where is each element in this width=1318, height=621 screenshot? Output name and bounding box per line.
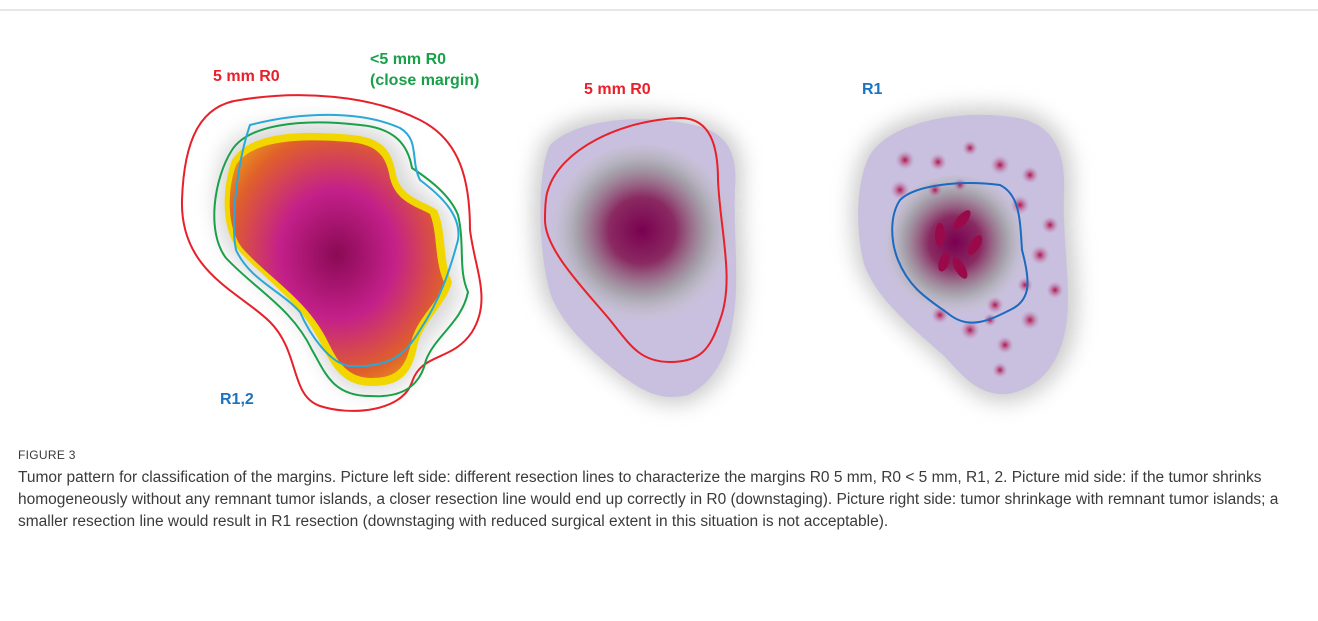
label-close-note: (close margin) <box>370 72 479 89</box>
tumor-remnant <box>547 145 737 335</box>
page: 5 mm R0 <5 mm R0 (close margin) R1,2 5 m… <box>0 0 1318 621</box>
right-panel: R1 <box>852 81 1077 402</box>
label-r1-2: R1,2 <box>220 391 254 408</box>
label-r0: 5 mm R0 <box>584 81 651 98</box>
left-panel: 5 mm R0 <5 mm R0 (close margin) R1,2 <box>182 51 482 411</box>
caption-text: Tumor pattern for classification of the … <box>18 467 1308 533</box>
mid-panel: 5 mm R0 <box>533 81 744 404</box>
label-r0: 5 mm R0 <box>213 68 280 85</box>
caption-label: FIGURE 3 <box>18 448 76 462</box>
label-close: <5 mm R0 <box>370 51 446 68</box>
label-r1: R1 <box>862 81 883 98</box>
figure: 5 mm R0 <5 mm R0 (close margin) R1,2 5 m… <box>0 0 1318 440</box>
